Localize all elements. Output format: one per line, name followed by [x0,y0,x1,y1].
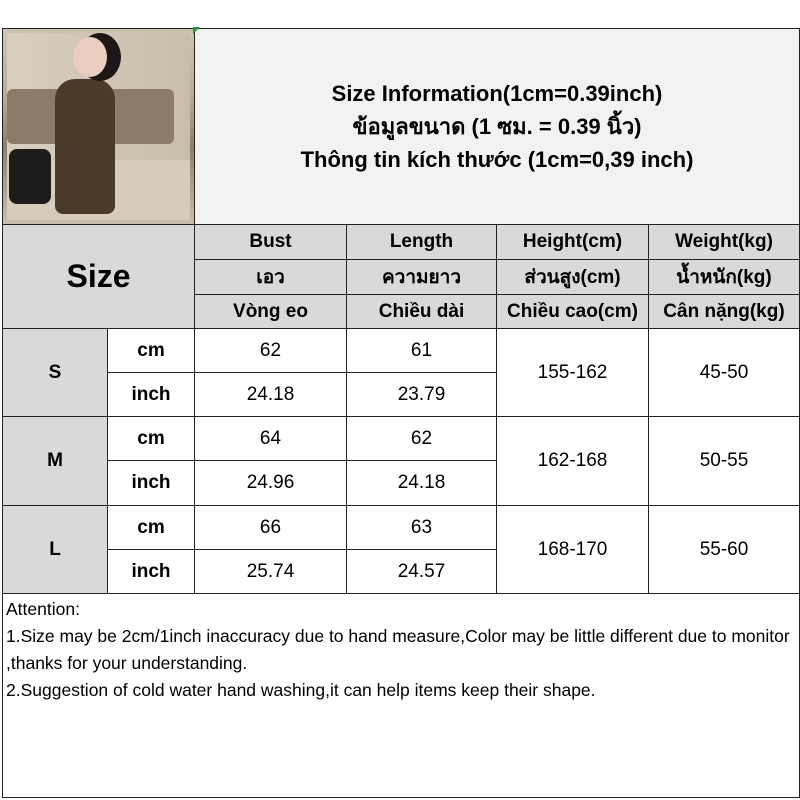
size-label: S [2,328,108,417]
attention-notes: Attention: 1.Size may be 2cm/1inch inacc… [2,593,800,798]
unit-cm: cm [107,505,195,550]
bust-inch: 25.74 [194,549,347,594]
attention-note-1: 1.Size may be 2cm/1inch inaccuracy due t… [6,626,790,673]
size-information-title: Size Information(1cm=0.39inch) ข้อมูลขนา… [194,28,800,225]
col-height-th: ส่วนสูง(cm) [496,259,649,295]
height-range: 168-170 [496,505,649,594]
weight-range: 45-50 [648,328,800,417]
col-weight-vi: Cân nặng(kg) [648,294,800,329]
col-weight-th: น้ำหนัก(kg) [648,259,800,295]
length-inch: 23.79 [346,372,497,417]
product-photo [2,28,195,225]
col-bust-en: Bust [194,224,347,260]
length-inch: 24.18 [346,460,497,506]
size-label: L [2,505,108,594]
size-label: M [2,416,108,506]
col-weight-en: Weight(kg) [648,224,800,260]
length-cm: 63 [346,505,497,550]
col-length-th: ความยาว [346,259,497,295]
title-vietnamese: Thông tin kích thước (1cm=0,39 inch) [300,147,694,172]
col-length-vi: Chiều dài [346,294,497,329]
col-bust-vi: Vòng eo [194,294,347,329]
attention-note-2: 2.Suggestion of cold water hand washing,… [6,680,596,700]
unit-cm: cm [107,328,195,373]
attention-heading: Attention: [6,599,80,619]
bust-cm: 62 [194,328,347,373]
cell-marker-icon [193,27,200,34]
size-chart-table: Size Information(1cm=0.39inch) ข้อมูลขนา… [2,28,800,798]
length-cm: 62 [346,416,497,461]
col-height-vi: Chiều cao(cm) [496,294,649,329]
height-range: 162-168 [496,416,649,506]
bust-inch: 24.18 [194,372,347,417]
length-inch: 24.57 [346,549,497,594]
size-header: Size [2,224,195,329]
unit-inch: inch [107,460,195,506]
height-range: 155-162 [496,328,649,417]
col-length-en: Length [346,224,497,260]
bust-cm: 66 [194,505,347,550]
weight-range: 50-55 [648,416,800,506]
title-thai: ข้อมูลขนาด (1 ซม. = 0.39 นิ้ว) [352,114,642,139]
bust-cm: 64 [194,416,347,461]
weight-range: 55-60 [648,505,800,594]
unit-cm: cm [107,416,195,461]
bust-inch: 24.96 [194,460,347,506]
unit-inch: inch [107,549,195,594]
length-cm: 61 [346,328,497,373]
unit-inch: inch [107,372,195,417]
col-bust-th: เอว [194,259,347,295]
col-height-en: Height(cm) [496,224,649,260]
title-english: Size Information(1cm=0.39inch) [331,81,663,106]
